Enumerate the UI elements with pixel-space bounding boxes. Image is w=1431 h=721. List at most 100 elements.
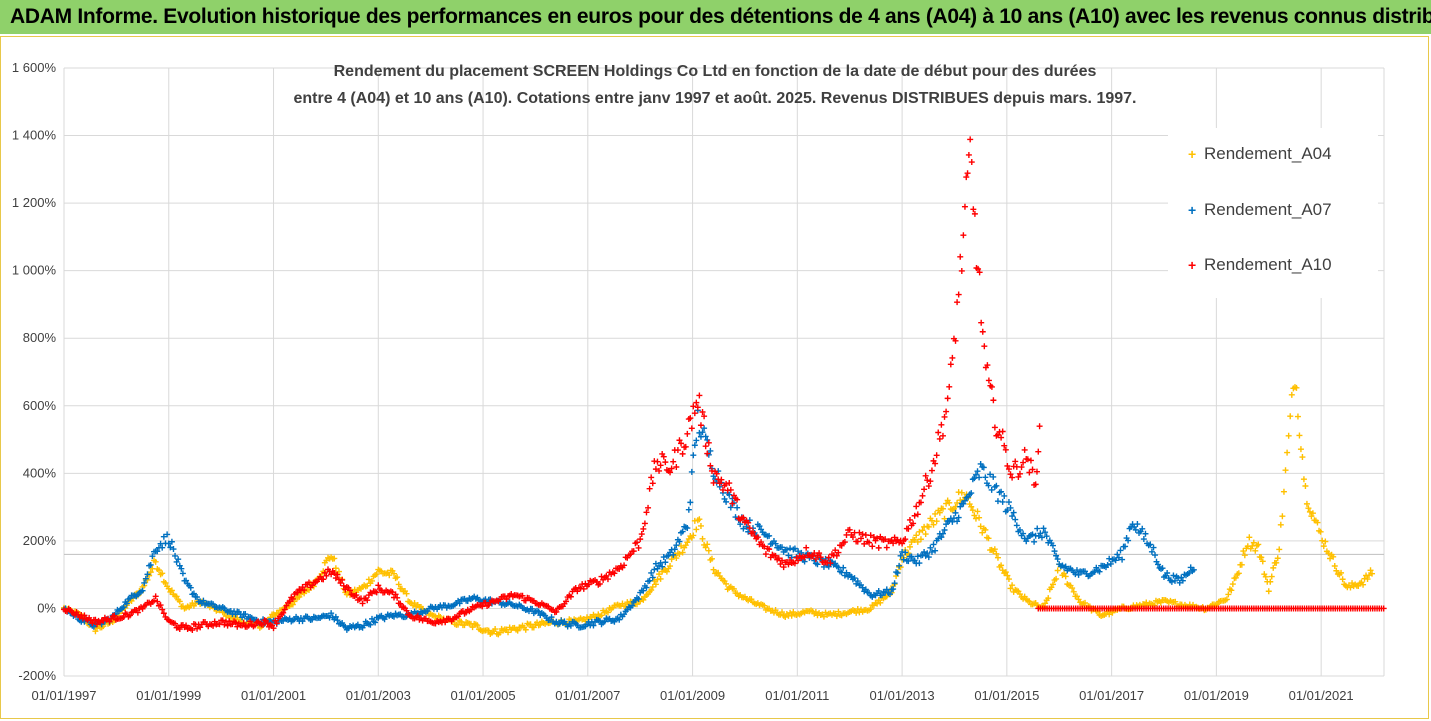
data-point-rendement-a07	[1001, 492, 1008, 499]
data-point-rendement-a04	[782, 614, 789, 621]
data-point-rendement-a04	[761, 602, 768, 609]
data-point-rendement-a10	[567, 593, 574, 600]
data-point-rendement-a04	[496, 629, 503, 636]
data-point-rendement-a07	[164, 531, 171, 538]
data-point-rendement-a10	[1029, 466, 1036, 473]
data-point-rendement-a07	[894, 570, 901, 577]
data-point-rendement-a10	[260, 621, 267, 628]
data-point-rendement-a07	[1062, 563, 1069, 570]
data-point-rendement-a10	[693, 399, 700, 406]
data-point-rendement-a04	[1002, 569, 1009, 576]
data-point-rendement-a07	[943, 521, 950, 528]
data-point-rendement-a10	[727, 486, 734, 493]
data-point-rendement-a04	[697, 522, 704, 529]
data-point-rendement-a04	[652, 581, 659, 588]
data-point-rendement-a10	[641, 520, 648, 527]
data-point-rendement-a04	[1273, 559, 1280, 566]
data-point-rendement-a10	[392, 591, 399, 598]
data-point-rendement-a04	[1241, 552, 1248, 559]
data-point-rendement-a07	[1178, 574, 1185, 581]
report-banner-title: ADAM Informe. Evolution historique des p…	[10, 5, 1431, 28]
data-point-rendement-a07	[1042, 529, 1049, 536]
data-point-rendement-a04	[1016, 591, 1023, 598]
legend-marker-a10: +	[1188, 257, 1197, 273]
data-point-rendement-a10	[939, 432, 946, 439]
data-point-rendement-a07	[791, 545, 798, 552]
data-point-rendement-a07	[183, 577, 190, 584]
data-point-rendement-a04	[946, 499, 953, 506]
x-tick-label: 01/01/2005	[451, 688, 516, 703]
data-point-rendement-a10	[985, 377, 992, 384]
data-point-rendement-a04	[1309, 510, 1316, 517]
data-point-rendement-a04	[939, 505, 946, 512]
data-point-rendement-a04	[391, 570, 397, 577]
data-point-rendement-a07	[999, 498, 1006, 505]
data-point-rendement-a04	[1303, 500, 1310, 507]
data-point-rendement-a04	[1330, 553, 1337, 560]
data-point-rendement-a07	[147, 561, 154, 568]
data-point-rendement-a07	[640, 587, 647, 594]
data-point-rendement-a10	[944, 395, 951, 402]
y-tick-label: 1 200%	[12, 195, 57, 210]
data-point-rendement-a07	[280, 617, 287, 624]
data-point-rendement-a04	[1143, 599, 1150, 606]
grid-layer	[63, 67, 1385, 677]
data-point-rendement-a10	[825, 554, 832, 561]
data-point-rendement-a10	[758, 539, 765, 546]
data-point-rendement-a10	[151, 597, 158, 604]
data-point-rendement-a10	[347, 587, 353, 594]
data-point-rendement-a04	[1235, 570, 1242, 577]
data-point-rendement-a10	[340, 582, 347, 589]
y-tick-label: 600%	[23, 398, 57, 413]
data-point-rendement-a07	[123, 600, 130, 607]
data-point-rendement-a04	[1349, 580, 1356, 587]
data-point-rendement-a04	[922, 531, 929, 538]
data-point-rendement-a07	[159, 544, 166, 551]
data-point-rendement-a04	[1302, 483, 1309, 490]
data-point-rendement-a04	[702, 544, 709, 551]
data-point-rendement-a07	[961, 497, 968, 504]
data-point-rendement-a10	[705, 439, 712, 446]
data-point-rendement-a10	[152, 593, 159, 600]
data-point-rendement-a04	[1262, 573, 1269, 580]
data-point-rendement-a10	[281, 606, 288, 613]
data-point-rendement-a04	[1240, 548, 1247, 555]
data-point-rendement-a04	[969, 507, 976, 514]
legend-label-a10: Rendement_A10	[1204, 255, 1332, 274]
data-point-rendement-a04	[92, 628, 99, 635]
data-point-rendement-a10	[998, 434, 1005, 441]
data-point-rendement-a10	[176, 626, 183, 633]
data-point-rendement-a10	[943, 408, 950, 415]
legend-label-a07: Rendement_A07	[1204, 200, 1332, 219]
data-point-rendement-a04	[176, 598, 183, 605]
data-point-rendement-a10	[921, 486, 928, 493]
data-point-rendement-a04	[648, 587, 655, 594]
data-point-rendement-a04	[1339, 576, 1346, 583]
data-point-rendement-a10	[679, 450, 686, 457]
data-point-rendement-a04	[835, 608, 842, 615]
data-point-rendement-a04	[676, 550, 683, 557]
data-point-rendement-a07	[1043, 533, 1050, 540]
data-point-rendement-a10	[726, 480, 733, 487]
data-point-rendement-a10	[219, 617, 226, 624]
chart-legend: + Rendement_A04 + Rendement_A07 + Rendem…	[1168, 128, 1378, 298]
data-point-rendement-a07	[905, 558, 912, 565]
data-point-rendement-a10	[954, 299, 961, 306]
data-point-rendement-a10	[159, 606, 166, 613]
data-point-rendement-a10	[928, 467, 935, 474]
data-point-rendement-a07	[141, 579, 148, 586]
data-point-rendement-a10	[604, 576, 611, 583]
data-point-rendement-a07	[456, 600, 463, 607]
data-point-rendement-a04	[331, 555, 338, 562]
data-point-rendement-a04	[1322, 538, 1329, 545]
data-point-rendement-a07	[875, 587, 882, 594]
data-point-rendement-a10	[883, 544, 890, 551]
data-point-rendement-a07	[890, 586, 897, 593]
data-point-rendement-a07	[1132, 526, 1139, 533]
data-point-rendement-a10	[320, 576, 327, 583]
data-point-rendement-a10	[286, 598, 293, 605]
data-point-rendement-a07	[567, 622, 574, 629]
data-point-rendement-a10	[841, 539, 848, 546]
data-point-rendement-a10	[849, 534, 856, 541]
data-point-rendement-a10	[913, 503, 920, 510]
